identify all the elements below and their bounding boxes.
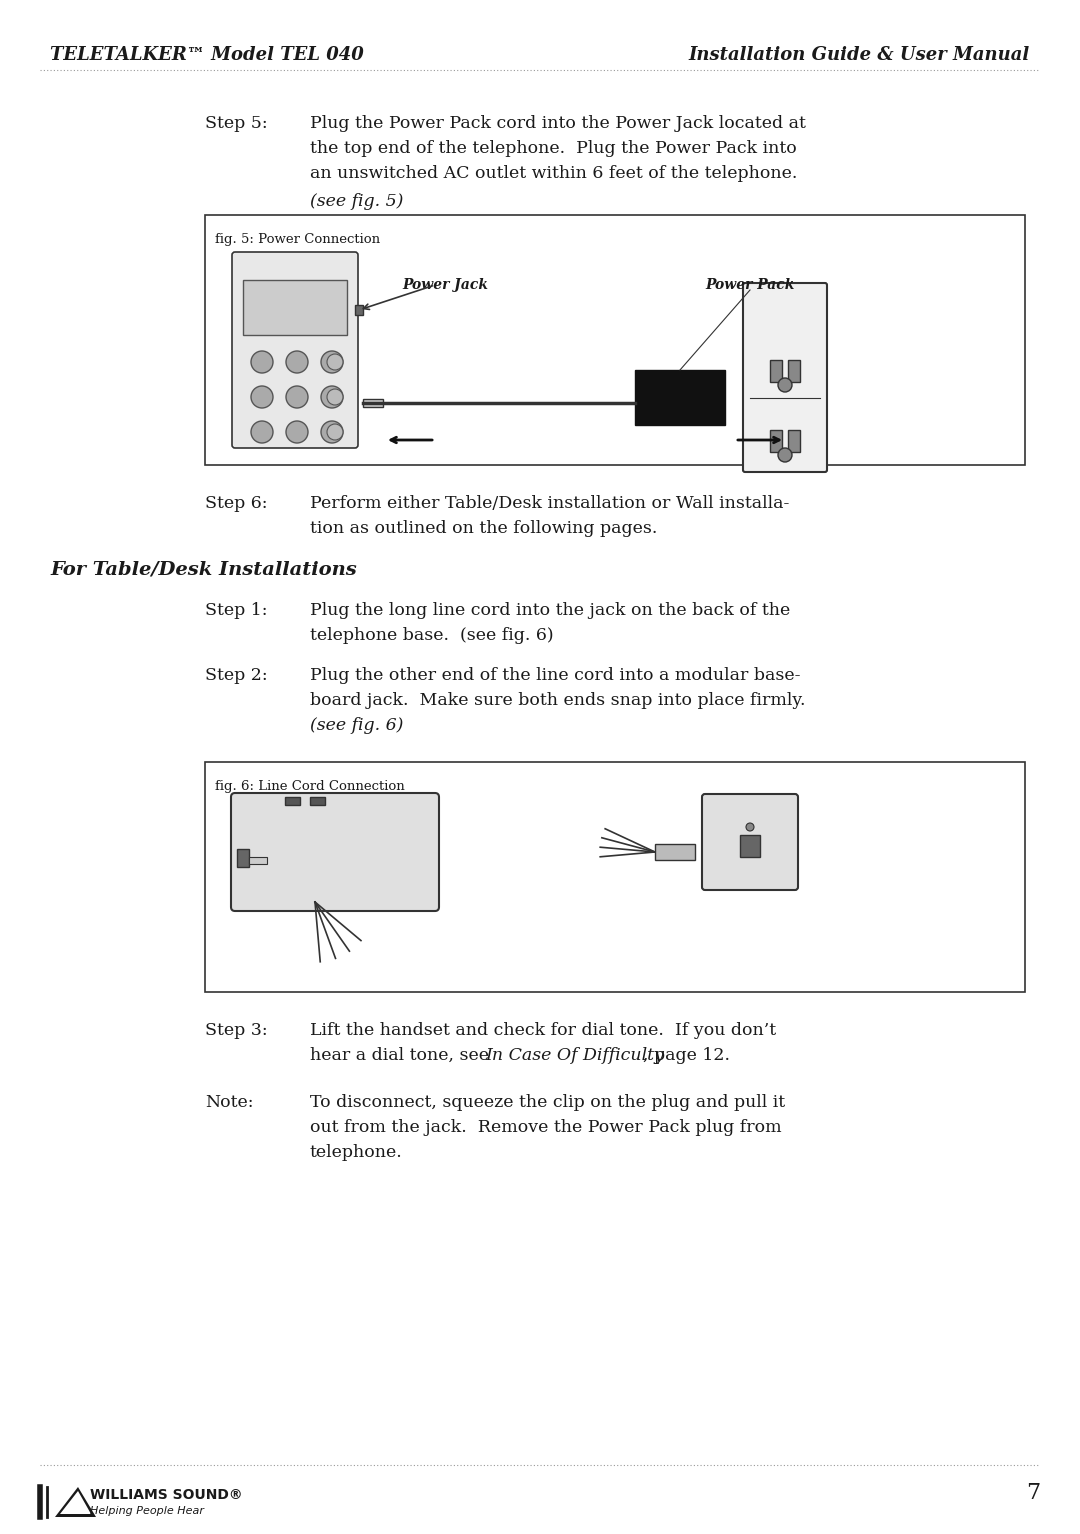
Text: board jack.  Make sure both ends snap into place firmly.: board jack. Make sure both ends snap int… [310, 692, 806, 709]
Bar [363, 399, 383, 407]
Text: Power Pack: Power Pack [705, 278, 795, 291]
Text: hear a dial tone, see: hear a dial tone, see [310, 1048, 495, 1065]
Circle shape [778, 377, 792, 393]
Text: Step 6:: Step 6: [205, 495, 268, 512]
Text: telephone base.  (see fig. 6): telephone base. (see fig. 6) [310, 627, 554, 644]
Text: Power Jack: Power Jack [402, 278, 488, 291]
Text: 7: 7 [1026, 1482, 1040, 1503]
Text: For Table/Desk Installations: For Table/Desk Installations [50, 560, 356, 578]
Bar [770, 430, 782, 453]
Text: Step 3:: Step 3: [205, 1022, 268, 1039]
Bar [205, 215, 1025, 465]
Text: Perform either Table/Desk installation or Wall installa-: Perform either Table/Desk installation o… [310, 495, 789, 512]
Bar [243, 281, 347, 334]
Circle shape [746, 824, 754, 831]
Bar [635, 370, 725, 425]
Bar [249, 858, 267, 864]
Text: Plug the Power Pack cord into the Power Jack located at: Plug the Power Pack cord into the Power … [310, 115, 806, 132]
Bar [770, 360, 782, 382]
Polygon shape [60, 1491, 91, 1514]
Text: telephone.: telephone. [310, 1144, 403, 1161]
Text: tion as outlined on the following pages.: tion as outlined on the following pages. [310, 520, 658, 537]
Text: Lift the handset and check for dial tone.  If you don’t: Lift the handset and check for dial tone… [310, 1022, 777, 1039]
FancyBboxPatch shape [231, 793, 438, 911]
Bar [355, 305, 363, 314]
Text: fig. 5: Power Connection: fig. 5: Power Connection [215, 233, 380, 245]
Text: (see fig. 5): (see fig. 5) [310, 193, 403, 210]
FancyBboxPatch shape [743, 282, 827, 472]
Circle shape [321, 420, 343, 443]
Text: WILLIAMS SOUND®: WILLIAMS SOUND® [90, 1488, 243, 1502]
Text: Plug the other end of the line cord into a modular base-: Plug the other end of the line cord into… [310, 667, 800, 684]
Text: Step 2:: Step 2: [205, 667, 268, 684]
Circle shape [251, 420, 273, 443]
Bar [310, 798, 325, 805]
Circle shape [778, 448, 792, 462]
Circle shape [327, 390, 343, 405]
Circle shape [327, 423, 343, 440]
Circle shape [286, 420, 308, 443]
Bar [740, 834, 760, 858]
Text: To disconnect, squeeze the clip on the plug and pull it: To disconnect, squeeze the clip on the p… [310, 1094, 785, 1111]
Bar [285, 798, 300, 805]
FancyBboxPatch shape [702, 795, 798, 890]
Polygon shape [55, 1486, 96, 1517]
Circle shape [286, 387, 308, 408]
Circle shape [327, 354, 343, 370]
Text: Step 1:: Step 1: [205, 601, 268, 620]
Text: Note:: Note: [205, 1094, 254, 1111]
Text: an unswitched AC outlet within 6 feet of the telephone.: an unswitched AC outlet within 6 feet of… [310, 166, 797, 183]
Text: out from the jack.  Remove the Power Pack plug from: out from the jack. Remove the Power Pack… [310, 1118, 782, 1137]
Circle shape [321, 387, 343, 408]
Circle shape [251, 351, 273, 373]
Bar [788, 430, 800, 453]
Bar [788, 360, 800, 382]
Text: Step 5:: Step 5: [205, 115, 268, 132]
Text: , page 12.: , page 12. [643, 1048, 730, 1065]
FancyBboxPatch shape [232, 252, 357, 448]
Text: the top end of the telephone.  Plug the Power Pack into: the top end of the telephone. Plug the P… [310, 140, 797, 156]
Text: Installation Guide & User Manual: Installation Guide & User Manual [689, 46, 1030, 64]
Text: TELETALKER™ Model TEL 040: TELETALKER™ Model TEL 040 [50, 46, 364, 64]
Text: (see fig. 6): (see fig. 6) [310, 716, 403, 733]
Circle shape [286, 351, 308, 373]
Circle shape [321, 351, 343, 373]
Text: Helping People Hear: Helping People Hear [90, 1506, 204, 1516]
Circle shape [251, 387, 273, 408]
Text: fig. 6: Line Cord Connection: fig. 6: Line Cord Connection [215, 779, 405, 793]
Bar [205, 762, 1025, 992]
Text: Plug the long line cord into the jack on the back of the: Plug the long line cord into the jack on… [310, 601, 791, 620]
Bar [237, 848, 249, 867]
Bar [654, 844, 696, 861]
Text: In Case Of Difficulty: In Case Of Difficulty [485, 1048, 664, 1065]
